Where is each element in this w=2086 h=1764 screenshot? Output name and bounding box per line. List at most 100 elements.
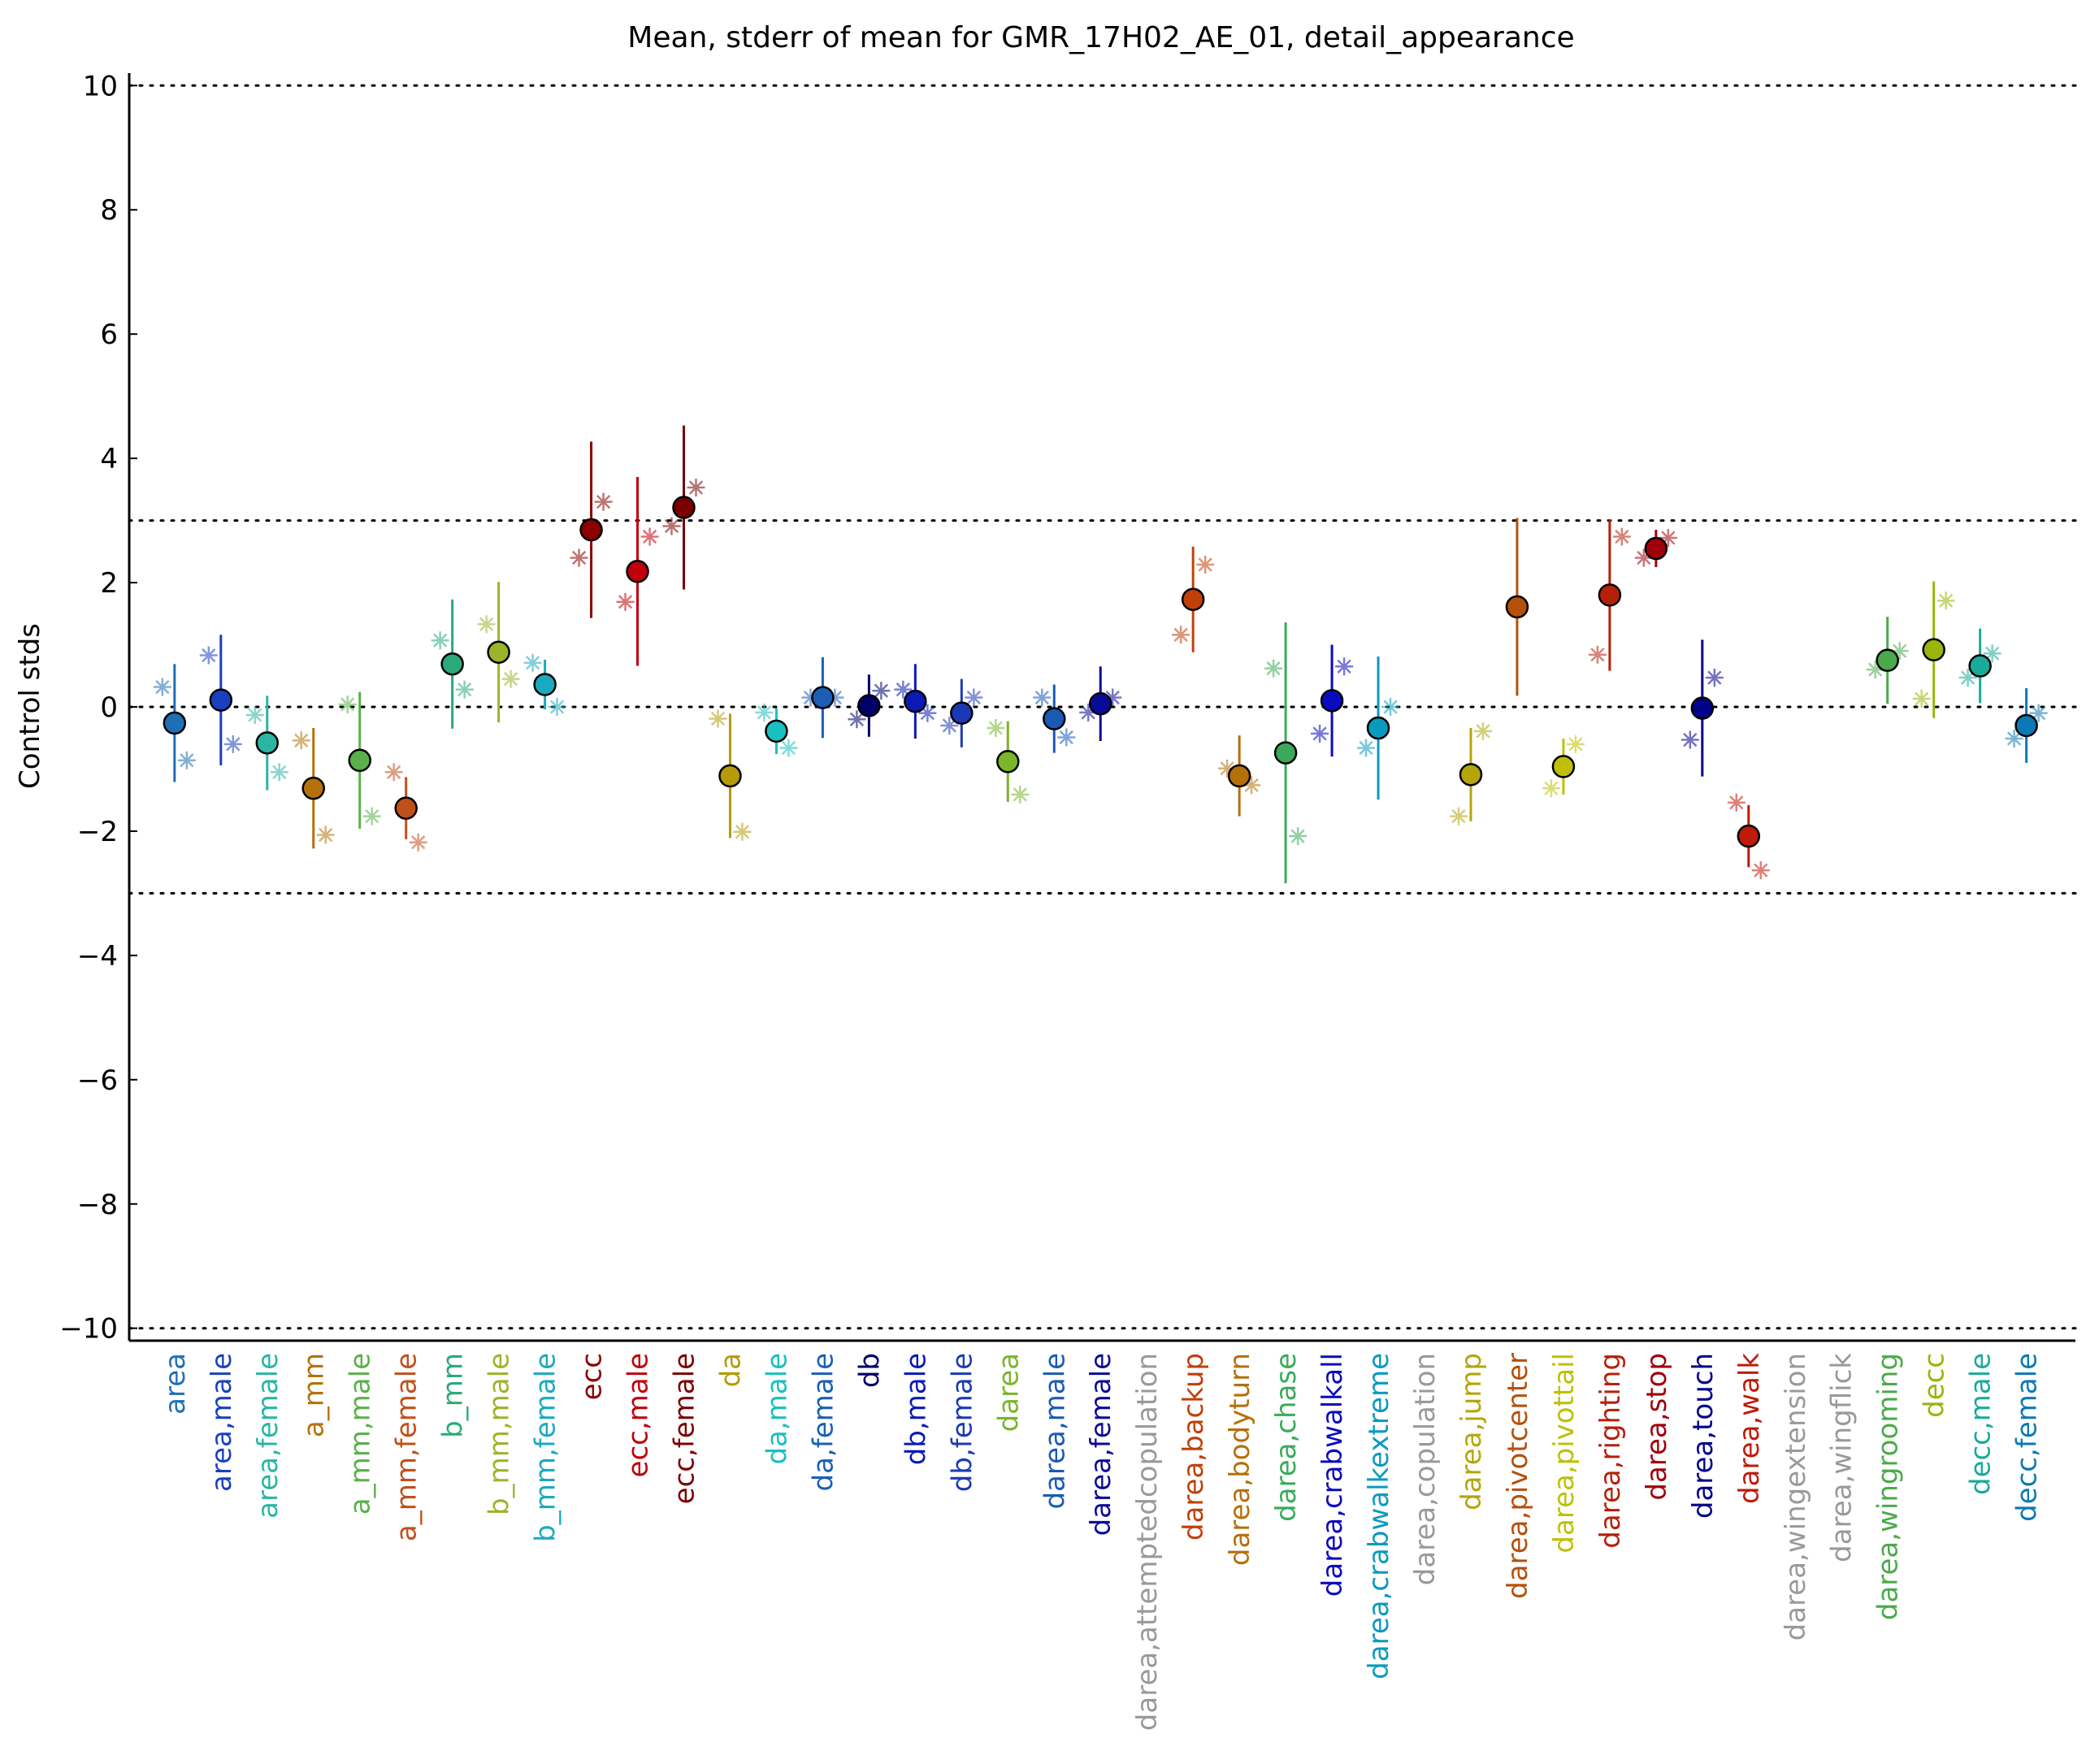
mean-point — [1181, 587, 1205, 611]
marker-right — [270, 763, 288, 782]
marker-left — [153, 678, 171, 696]
y-tick-label: −4 — [77, 940, 118, 973]
mean-point — [533, 673, 557, 696]
y-tick-label: 10 — [83, 70, 118, 102]
marker-right — [362, 807, 381, 826]
mean-point — [811, 686, 835, 709]
marker-left — [940, 716, 959, 735]
y-tick-label: 0 — [100, 691, 118, 724]
y-axis-label: Control stds — [14, 623, 46, 789]
x-tick-label: decc,female — [2011, 1353, 2044, 1522]
x-tick-label: db,male — [900, 1353, 932, 1465]
marker-left — [1866, 661, 1884, 679]
marker-left — [570, 548, 588, 567]
marker-left — [755, 703, 774, 722]
marker-left — [801, 688, 820, 707]
marker-left — [1218, 759, 1237, 778]
x-tick-label: a_mm,male — [345, 1353, 377, 1515]
mean-point — [1876, 648, 1899, 672]
marker-right — [2029, 704, 2048, 722]
marker-left — [292, 731, 310, 750]
mean-point — [626, 560, 649, 583]
y-tick-label: 6 — [100, 319, 118, 351]
marker-left — [384, 763, 403, 782]
marker-left — [1357, 739, 1376, 757]
x-tick-label: darea,bodyturn — [1224, 1353, 1256, 1566]
marker-right — [594, 492, 613, 511]
marker-right — [1381, 698, 1400, 716]
marker-right — [1983, 644, 2001, 663]
marker-right — [1751, 861, 1770, 880]
x-tick-label: darea,chase — [1270, 1353, 1303, 1522]
marker-left — [431, 631, 449, 650]
x-tick-label: da — [714, 1353, 747, 1387]
marker-right — [455, 680, 474, 699]
marker-right — [965, 688, 983, 707]
y-tick-label: −2 — [77, 816, 118, 848]
marker-right — [1705, 669, 1724, 687]
mean-point — [857, 694, 881, 717]
marker-right — [1242, 776, 1261, 795]
x-tick-label: db,female — [946, 1353, 978, 1492]
marker-left — [662, 517, 681, 535]
x-tick-label: b_mm,male — [484, 1353, 516, 1515]
mean-point — [1505, 595, 1529, 619]
marker-left — [477, 615, 496, 634]
mean-point — [163, 711, 187, 735]
marker-right — [872, 682, 891, 700]
marker-right — [1473, 722, 1492, 740]
x-tick-label: darea,attemptedcopulation — [1131, 1353, 1164, 1731]
x-tick-label: darea,righting — [1594, 1353, 1627, 1549]
marker-right — [1890, 642, 1909, 661]
marker-right — [1057, 728, 1076, 747]
x-tick-label: area,female — [252, 1353, 284, 1519]
x-tick-label: decc,male — [1965, 1353, 1997, 1495]
chart-title: Mean, stderr of mean for GMR_17H02_AE_01… — [627, 21, 1574, 54]
marker-left — [1264, 659, 1283, 678]
x-tick-label: ecc,male — [622, 1353, 655, 1477]
x-tick-label: da,male — [761, 1353, 793, 1465]
x-tick-label: darea,female — [1085, 1353, 1117, 1536]
y-tick-label: 4 — [100, 443, 118, 475]
x-tick-label: darea — [992, 1353, 1025, 1432]
mean-point — [904, 689, 927, 713]
x-tick-label: darea,crabwalkextreme — [1363, 1353, 1395, 1679]
marker-left — [245, 705, 264, 724]
x-tick-label: darea,male — [1039, 1353, 1071, 1510]
mean-point — [209, 688, 233, 712]
x-tick-label: darea,jump — [1455, 1353, 1488, 1510]
mean-point — [1968, 654, 1992, 678]
x-tick-label: b_mm — [437, 1353, 470, 1438]
marker-right — [826, 688, 844, 707]
mean-point — [1644, 536, 1668, 561]
mean-point — [1459, 763, 1483, 787]
marker-left — [1079, 703, 1098, 722]
marker-left — [1912, 690, 1931, 709]
mean-point — [1227, 764, 1251, 788]
marker-left — [1727, 793, 1746, 812]
x-tick-label: darea,wingflick — [1826, 1353, 1858, 1562]
y-tick-label: −6 — [77, 1064, 118, 1097]
x-tick-label: darea,wingrooming — [1872, 1353, 1905, 1620]
marker-right — [1104, 688, 1122, 707]
mean-point — [1690, 696, 1715, 720]
x-tick-label: darea,stop — [1641, 1353, 1673, 1501]
mean-point — [1598, 583, 1622, 607]
marker-left — [1634, 548, 1653, 567]
mean-point — [394, 796, 418, 820]
mean-point — [1922, 638, 1945, 661]
x-tick-label: ecc — [576, 1353, 609, 1400]
mean-point — [255, 731, 280, 755]
x-tick-label: a_mm,female — [391, 1353, 423, 1541]
marker-right — [687, 479, 705, 497]
marker-right — [177, 751, 196, 769]
x-tick-label: darea,copulation — [1409, 1353, 1442, 1585]
mean-point — [1273, 741, 1298, 765]
marker-left — [199, 646, 218, 665]
y-tick-label: −8 — [77, 1189, 118, 1221]
mean-point — [996, 750, 1020, 774]
marker-left — [894, 680, 913, 699]
mean-point — [2014, 713, 2038, 738]
mean-point — [1320, 689, 1344, 713]
